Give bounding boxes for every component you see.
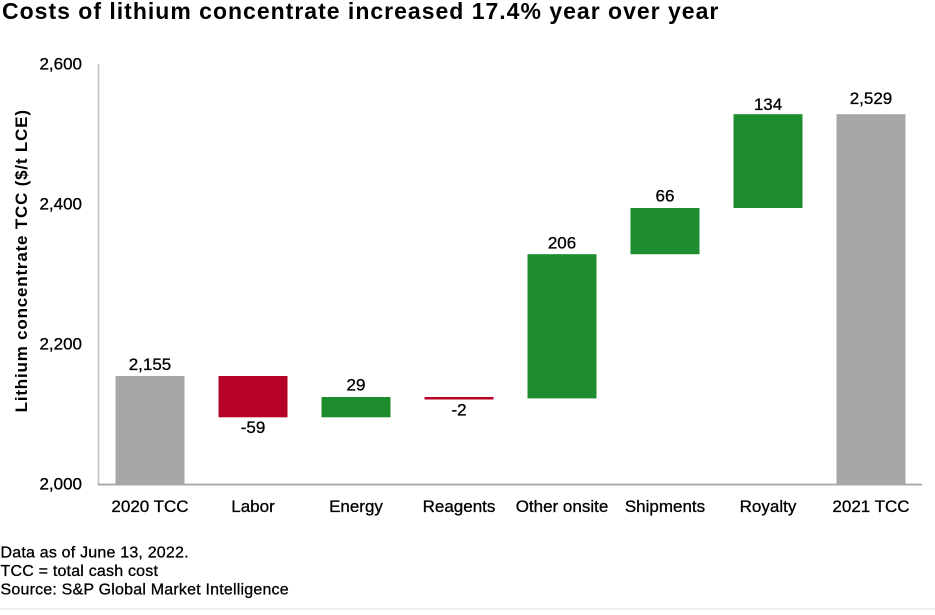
svg-text:Data as of June 13, 2022.: Data as of June 13, 2022. <box>1 544 189 561</box>
svg-text:Energy: Energy <box>329 497 383 516</box>
svg-text:Royalty: Royalty <box>740 497 797 516</box>
svg-text:2021 TCC: 2021 TCC <box>832 497 909 516</box>
svg-text:29: 29 <box>347 376 366 395</box>
svg-text:2020 TCC: 2020 TCC <box>111 497 188 516</box>
svg-text:TCC = total cash cost: TCC = total cash cost <box>1 563 159 580</box>
svg-text:Shipments: Shipments <box>625 497 705 516</box>
svg-text:-2: -2 <box>451 401 466 420</box>
svg-text:Other onsite: Other onsite <box>516 497 609 516</box>
svg-text:2,000: 2,000 <box>39 475 82 494</box>
svg-text:Lithium concentrate TCC ($/t L: Lithium concentrate TCC ($/t LCE) <box>12 109 31 412</box>
svg-text:Labor: Labor <box>231 497 275 516</box>
svg-text:Costs of lithium concentrate i: Costs of lithium concentrate increased 1… <box>2 0 719 24</box>
svg-text:2,155: 2,155 <box>129 355 172 374</box>
svg-text:Reagents: Reagents <box>423 497 496 516</box>
svg-text:Source: S&P Global Market Inte: Source: S&P Global Market Intelligence <box>1 581 289 598</box>
svg-text:2,200: 2,200 <box>39 335 82 354</box>
svg-text:2,529: 2,529 <box>850 89 893 108</box>
svg-text:2,600: 2,600 <box>39 55 82 74</box>
svg-text:66: 66 <box>656 187 675 206</box>
svg-text:-59: -59 <box>241 418 266 437</box>
svg-text:206: 206 <box>548 233 576 252</box>
svg-text:2,400: 2,400 <box>39 195 82 214</box>
svg-text:134: 134 <box>754 95 782 114</box>
